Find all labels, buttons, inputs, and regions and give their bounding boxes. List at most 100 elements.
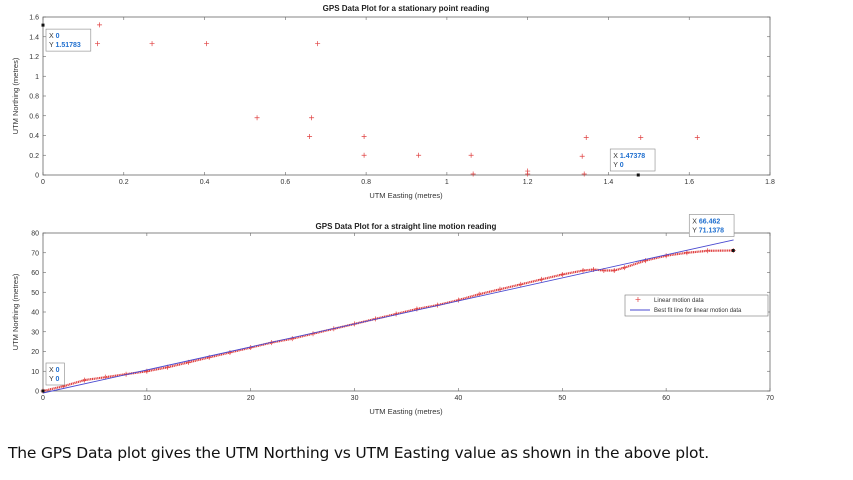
chart1-xlabel: UTM Easting (metres) [369,191,443,200]
y-tick-label: 30 [31,329,39,336]
chart2-xlabel: UTM Easting (metres) [369,407,443,416]
data-point [361,133,367,139]
datatip-x-value: 0 [56,367,60,374]
x-tick-label: 60 [662,395,670,402]
data-point [622,265,628,271]
datatip-x: X 66.462 [692,219,720,226]
datatip-x-value: 66.462 [699,219,721,226]
x-tick-label: 1.4 [604,179,614,186]
data-point [468,152,474,158]
chart2-title: GPS Data Plot for a straight line motion… [316,222,497,231]
x-tick-label: 40 [455,395,463,402]
datatip-y: Y 71.1378 [692,228,724,235]
y-tick-label: 0.6 [29,113,39,120]
series-linear-trace [42,249,734,393]
data-point [581,171,587,177]
data-point [97,22,103,28]
chart1-ticks: 0 0.2 0.4 0.6 0.8 1 1.2 1.4 1.6 1.8 0 0.2 0.4 0.6 0.8 1… [29,15,775,187]
data-point [663,253,669,259]
data-point [204,41,210,47]
data-point [705,248,711,254]
x-tick-label: 0 [41,395,45,402]
datatip-anchor [41,389,45,393]
datatip-anchor [41,23,45,27]
x-tick-label: 1.6 [684,179,694,186]
y-tick-label: 1.4 [29,34,39,41]
x-tick-label: 0.4 [200,179,210,186]
datatip-x-label: X [49,33,56,40]
chart1-axes-box [42,16,771,176]
chart2-marks [40,239,736,394]
data-point [525,171,531,177]
data-point [361,152,367,158]
x-tick-label: 0.6 [280,179,290,186]
x-tick-label: 30 [351,395,359,402]
datatip-y-value: 71.1378 [699,228,724,235]
y-tick-label: 20 [31,349,39,356]
caption-text: The GPS Data plot gives the UTM Northing… [8,444,709,462]
y-tick-label: 40 [31,310,39,317]
data-point [497,286,503,292]
datatip-x: X 1.47378 [613,153,645,160]
data-point [309,115,315,121]
figure-canvas: GPS Data Plot for a stationary point rea… [11,4,775,416]
data-point [227,349,233,355]
data-point [579,153,585,159]
datatip-y: Y 0 [49,376,60,383]
datatip-y-label: Y [613,162,620,169]
data-point [254,115,260,121]
y-tick-label: 1.2 [29,54,39,61]
x-tick-label: 70 [766,395,774,402]
chart-stationary: GPS Data Plot for a stationary point rea… [11,4,775,200]
data-point [539,276,545,282]
data-point [414,306,420,312]
datatip-x-value: 1.47378 [620,153,645,160]
legend-marker-linear: + [635,295,642,304]
y-tick-label: 0.8 [29,94,39,101]
datatip-x-label: X [49,367,56,374]
datatip-y-label: Y [49,376,56,383]
data-point [694,134,700,140]
legend-label-linear: Linear motion data [654,298,704,304]
y-tick-label: 0 [35,173,39,180]
data-point [638,134,644,140]
x-tick-label: 1.8 [765,179,775,186]
chart1-title: GPS Data Plot for a stationary point rea… [323,4,490,13]
data-point [416,152,422,158]
datatip-anchor [731,249,735,253]
datatip-x-label: X [692,219,699,226]
data-point [580,268,586,274]
chart1-ylabel: UTM Northing (metres) [11,57,20,134]
datatip-x: X 0 [49,33,60,40]
data-point [289,336,295,342]
chart2-legend: + Linear motion data Best fit line for l… [624,294,769,317]
data-point [684,250,690,256]
data-point [307,133,313,139]
legend-label-bestfit: Best fit line for linear motion data [654,308,742,314]
x-tick-label: 1 [445,179,449,186]
datatip-y-value: 0 [56,376,60,383]
x-tick-label: 10 [143,395,151,402]
x-tick-label: 0.8 [361,179,371,186]
datatip-x-value: 0 [56,33,60,40]
x-tick-label: 50 [558,395,566,402]
y-tick-label: 0 [35,389,39,396]
series-best-fit-line [42,239,734,394]
data-point [82,377,88,383]
y-tick-label: 80 [31,231,39,238]
y-tick-label: 1.6 [29,15,39,22]
y-tick-label: 0.2 [29,153,39,160]
legend-box [624,294,769,317]
data-point [470,171,476,177]
datatip-x: X 0 [49,367,60,374]
datatip-box [45,362,65,386]
data-point [642,258,648,264]
x-tick-label: 0.2 [119,179,129,186]
datatip-box [688,214,735,237]
data-point [559,271,565,277]
datatip-y-label: Y [692,228,699,235]
y-tick-label: 1 [35,74,39,81]
y-tick-label: 0.4 [29,133,39,140]
